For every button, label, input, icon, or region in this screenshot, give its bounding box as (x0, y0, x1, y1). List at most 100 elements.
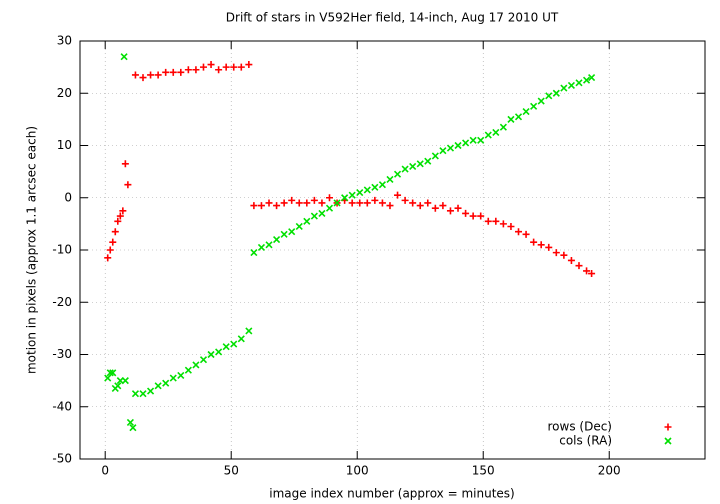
y-tick-label: 10 (57, 138, 72, 152)
data-point (386, 175, 394, 184)
data-point (288, 196, 296, 204)
data-point (537, 97, 545, 105)
data-point (588, 74, 596, 82)
data-point (348, 199, 356, 207)
data-point (469, 136, 477, 144)
data-point (295, 222, 303, 231)
data-point (207, 350, 215, 359)
data-point (582, 76, 591, 84)
data-point (386, 202, 394, 210)
x-tick-label: 100 (346, 464, 369, 478)
data-point (109, 369, 117, 377)
x-axis-label: image index number (approx = minutes) (269, 487, 514, 501)
data-point (393, 170, 402, 178)
data-point (303, 199, 311, 207)
data-point (462, 209, 470, 217)
data-point (567, 81, 575, 89)
data-point (106, 246, 114, 254)
legend-label: cols (RA) (559, 434, 612, 448)
plot-frame (79, 40, 706, 460)
chart-title: Drift of stars in V592Her field, 14-inch… (226, 11, 559, 25)
data-point (215, 348, 223, 356)
y-tick-label: 0 (64, 190, 72, 204)
data-point (303, 217, 311, 225)
data-point (333, 199, 341, 207)
data-point (184, 366, 192, 374)
data-point (416, 160, 424, 168)
data-point (537, 241, 545, 249)
data-point (131, 71, 139, 79)
y-tick-label: -20 (52, 295, 72, 309)
data-point (116, 212, 124, 220)
data-point (265, 199, 273, 207)
data-point (424, 157, 432, 165)
data-point (169, 374, 177, 382)
legend-label: rows (Dec) (548, 420, 612, 434)
data-point (401, 196, 409, 204)
data-point (492, 217, 500, 225)
x-tick-label: 200 (598, 464, 621, 478)
data-point (121, 160, 129, 168)
data-point (469, 212, 477, 220)
data-point (575, 262, 583, 270)
data-point (222, 343, 230, 351)
x-tick-label: 0 (101, 464, 109, 478)
data-point (109, 238, 117, 246)
data-point (245, 327, 253, 335)
data-point (106, 369, 114, 377)
data-point (394, 191, 402, 199)
y-tick-label: -30 (52, 347, 72, 361)
y-axis-label: motion in pixels (approx 1.1 arcsec each… (25, 126, 39, 374)
data-point (104, 374, 112, 382)
data-point (431, 152, 439, 160)
data-point (492, 128, 500, 137)
data-point (507, 115, 515, 123)
data-point (462, 139, 470, 147)
data-point (318, 199, 326, 207)
legend-marker (664, 423, 672, 431)
data-point (257, 202, 265, 210)
data-point (431, 204, 439, 212)
data-point (207, 61, 215, 69)
data-point (552, 249, 560, 257)
data-point (310, 196, 318, 204)
data-point (139, 74, 147, 82)
data-point (530, 102, 538, 110)
data-point (401, 165, 409, 173)
data-point (325, 194, 333, 202)
data-point (545, 92, 553, 100)
data-point (356, 188, 364, 197)
data-point (567, 256, 575, 264)
data-point (169, 68, 177, 76)
data-point (111, 228, 119, 236)
data-point (583, 267, 591, 275)
data-point (114, 217, 122, 225)
data-point (184, 66, 192, 74)
data-point (484, 217, 492, 225)
data-point (371, 196, 379, 204)
data-point (348, 191, 356, 199)
data-point (416, 202, 424, 210)
data-point (515, 228, 523, 236)
y-tick-label: -10 (52, 243, 72, 257)
data-point (139, 390, 147, 398)
data-point (280, 230, 288, 238)
data-point (499, 123, 507, 131)
data-point (514, 113, 523, 121)
data-point (199, 356, 208, 364)
data-point (146, 387, 155, 395)
data-point (588, 270, 596, 278)
data-point (237, 335, 245, 343)
data-point (522, 107, 530, 116)
y-tick-label: -40 (52, 399, 72, 413)
x-tick-label: 150 (472, 464, 495, 478)
data-point (126, 418, 134, 426)
data-point (560, 251, 568, 259)
data-point (409, 199, 417, 207)
data-point (154, 382, 162, 390)
data-point (119, 207, 127, 215)
data-point (378, 181, 386, 189)
data-point (341, 194, 349, 202)
data-point (121, 377, 129, 385)
data-point (192, 361, 200, 369)
